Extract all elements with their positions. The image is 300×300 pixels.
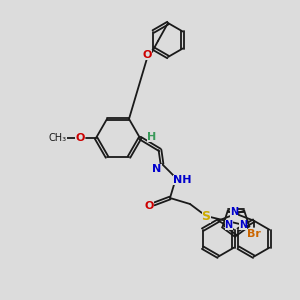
Text: CH₃: CH₃ [49,133,67,143]
Text: N: N [225,220,233,230]
Text: NH: NH [173,175,191,185]
Text: Br: Br [247,229,261,239]
Text: O: O [142,50,152,60]
Text: N: N [239,220,247,230]
Text: N: N [230,207,238,217]
Text: N: N [152,164,162,174]
Text: O: O [75,133,85,143]
Text: S: S [202,209,211,223]
Text: H: H [147,132,157,142]
Text: O: O [144,201,154,211]
